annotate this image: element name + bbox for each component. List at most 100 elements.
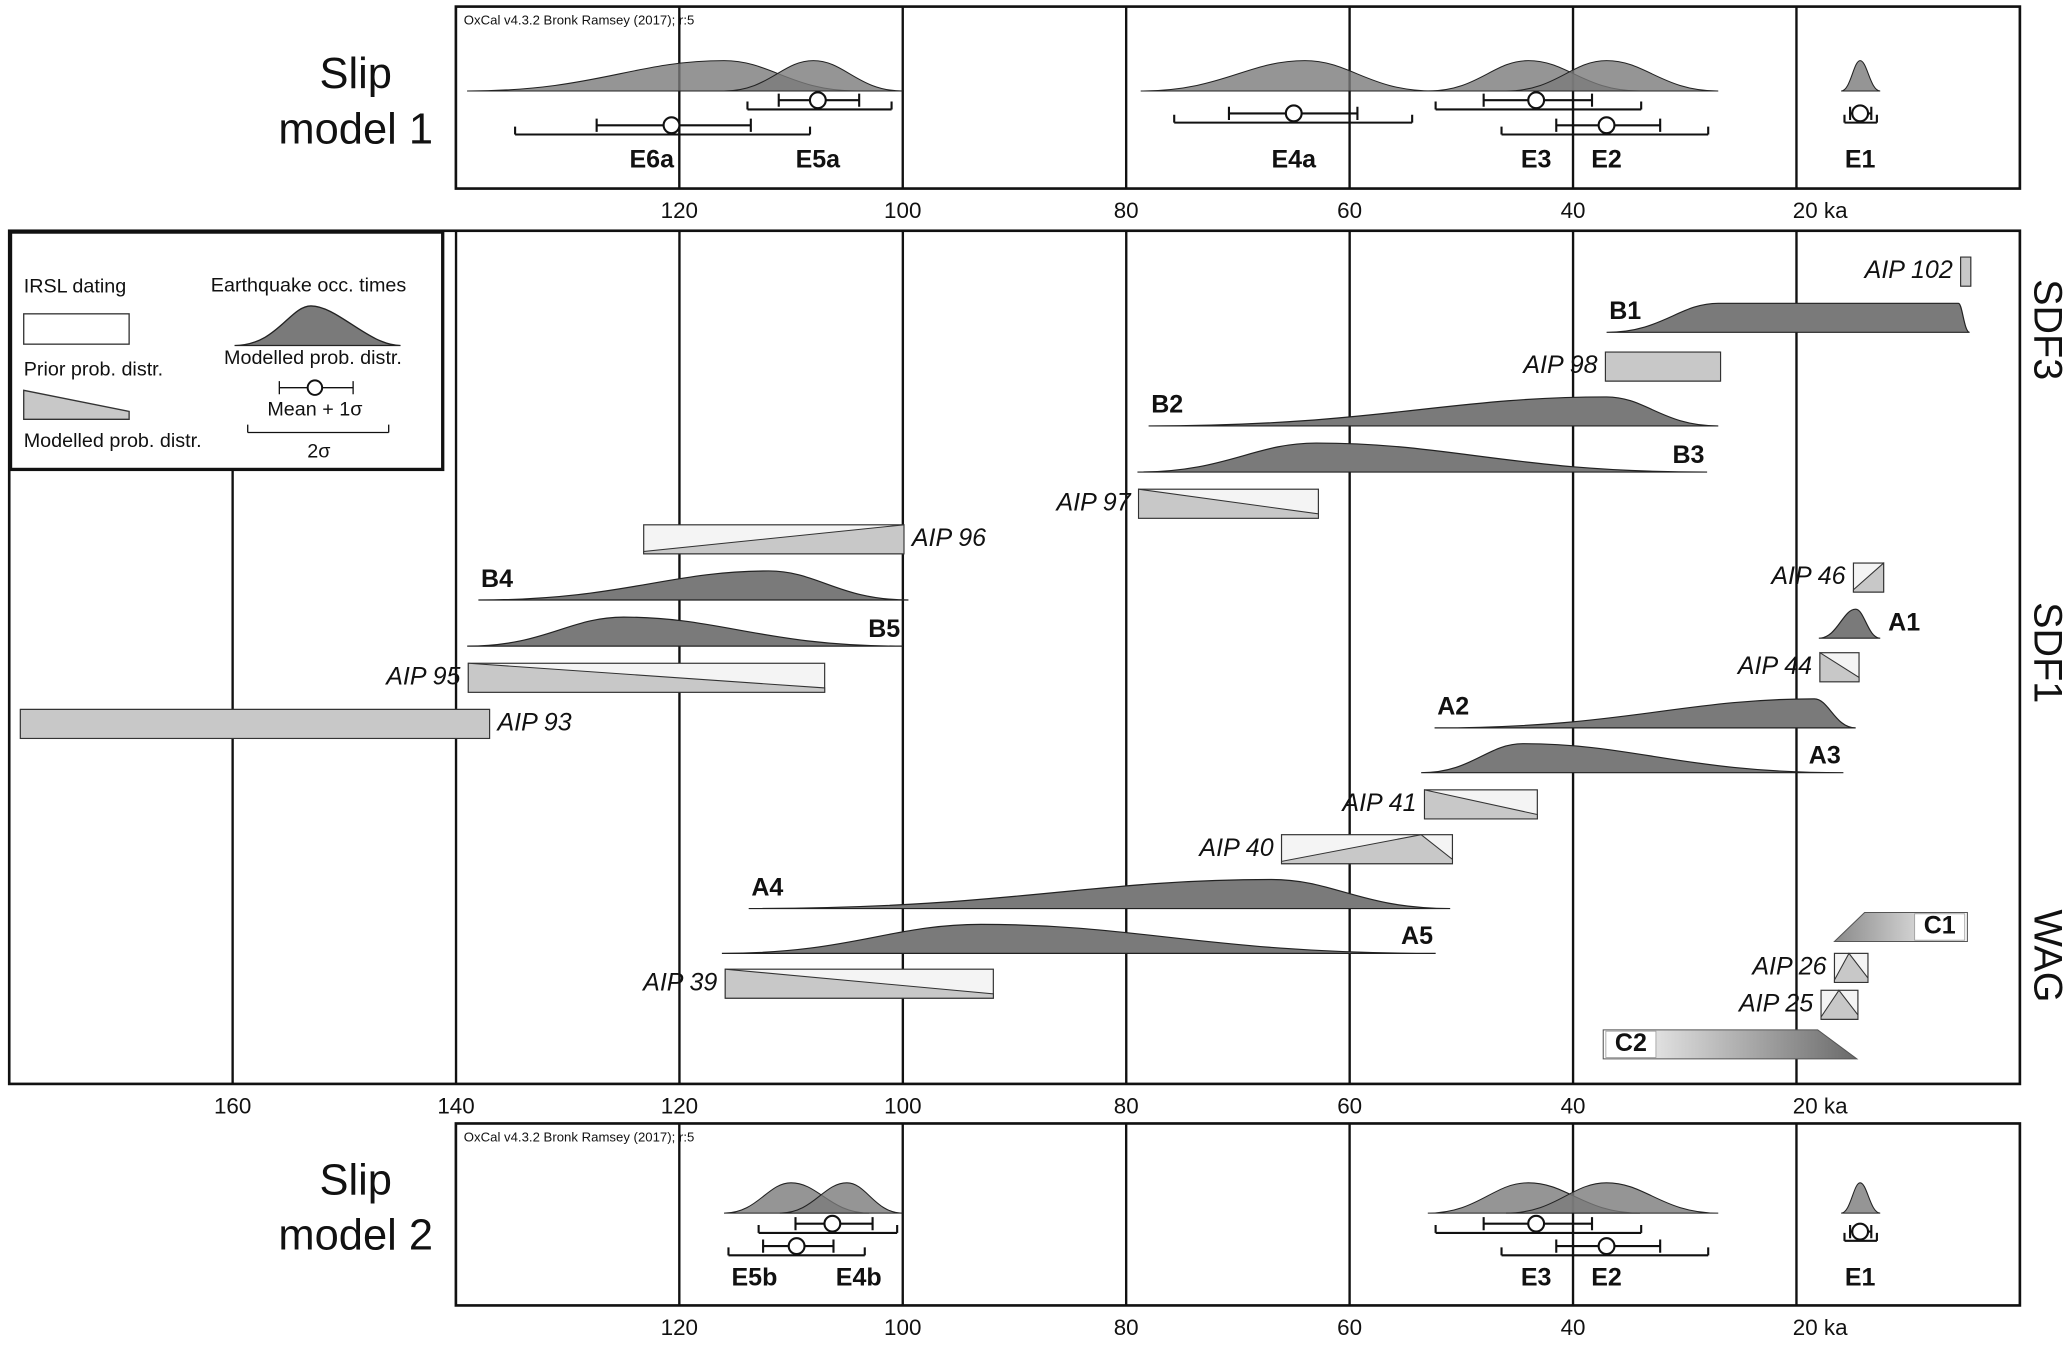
sample-label: AIP 41 (1340, 789, 1416, 817)
sample-label: AIP 46 (1769, 562, 1845, 590)
x-tick-label: 80 (1114, 198, 1139, 223)
phase-label: C1 (1924, 912, 1956, 940)
prior-distribution (1280, 834, 1453, 865)
event-label: E4b (836, 1264, 882, 1292)
prior-distribution (1423, 789, 1538, 820)
event-label: E5b (732, 1264, 778, 1292)
prior-distribution (1833, 952, 1869, 983)
sample-label: AIP 96 (910, 524, 986, 552)
sample-label: AIP 44 (1736, 652, 1812, 680)
x-tick-label: 40 (1561, 1315, 1586, 1340)
sample-label: AIP 97 (1054, 488, 1131, 516)
legend-text: Modelled prob. distr. (24, 430, 202, 452)
event-label: A5 (1401, 922, 1433, 950)
x-tick-label: 20 ka (1793, 198, 1848, 223)
label-box (1605, 1030, 1657, 1058)
sample-label: AIP 25 (1737, 989, 1813, 1017)
mean-marker (1527, 1214, 1546, 1233)
x-tick-label: 100 (884, 1094, 921, 1119)
prior-distribution (19, 708, 491, 739)
event-label: E2 (1591, 1264, 1622, 1292)
event-label: A1 (1888, 608, 1920, 636)
event-label: E5a (796, 145, 842, 173)
x-tick-label: 120 (661, 198, 698, 223)
prior-distribution (1819, 651, 1860, 683)
x-tick-label: 20 ka (1793, 1315, 1848, 1340)
phase-label: C2 (1615, 1029, 1647, 1057)
event-distribution (1140, 60, 1434, 92)
legend-text: Mean + 1σ (267, 398, 362, 420)
label-box (1914, 913, 1966, 941)
x-tick-label: 40 (1561, 198, 1586, 223)
event-label: E1 (1845, 1264, 1876, 1292)
sigma2-bar (757, 1225, 899, 1234)
sigma2-bar (514, 126, 812, 136)
panel-title: Slip (320, 50, 392, 98)
mean-marker (662, 116, 681, 135)
panel-frame (454, 1122, 2022, 1307)
sigma2-bar (1434, 1225, 1643, 1234)
sigma2-bar (1843, 1232, 1878, 1242)
sigma2-bar (1843, 114, 1878, 124)
event-distribution (1421, 743, 1844, 774)
prior-distribution (724, 968, 994, 999)
oxcal-note: OxCal v4.3.2 Bronk Ramsey (2017); r:5 (464, 1129, 695, 1144)
sigma2-bar (746, 101, 893, 111)
sigma2-bar (1500, 126, 1710, 136)
mean-marker (1851, 104, 1870, 123)
event-distribution (721, 923, 1436, 954)
legend-sigma2 (247, 424, 390, 434)
prior-distribution (643, 524, 905, 555)
x-tick-label: 60 (1337, 1315, 1362, 1340)
event-label: E1 (1845, 145, 1876, 173)
legend-box (8, 230, 445, 472)
sigma2-bar (1434, 101, 1643, 111)
x-tick-label: 80 (1114, 1094, 1139, 1119)
event-distribution (1506, 1182, 1719, 1214)
sigma2-bar (727, 1247, 866, 1257)
sample-label: AIP 93 (495, 709, 571, 737)
phase-distribution (1602, 1029, 1859, 1060)
event-distribution (1818, 608, 1881, 639)
mean-marker (1597, 1237, 1616, 1256)
event-distribution (1506, 60, 1719, 92)
event-distribution (724, 60, 903, 92)
panel-title: Slip (320, 1156, 392, 1204)
x-tick-label: 80 (1114, 1315, 1139, 1340)
panel-title: model 1 (278, 105, 433, 153)
x-tick-label: 120 (661, 1094, 698, 1119)
sample-label: AIP 39 (641, 968, 717, 996)
sample-label: AIP 102 (1863, 256, 1953, 284)
mean-marker (808, 91, 827, 110)
legend: IRSL dating Earthquake occ. times Prior … (8, 230, 445, 472)
mean-marker (1527, 91, 1546, 110)
event-label: B4 (481, 565, 513, 593)
prior-distribution (467, 662, 826, 693)
event-distribution (1840, 1182, 1881, 1214)
legend-text: 2σ (307, 441, 330, 463)
mean-marker (823, 1214, 842, 1233)
event-label: B3 (1672, 441, 1704, 469)
sigma2-bar (1173, 114, 1414, 124)
event-label: E3 (1521, 145, 1552, 173)
group-label: WAG (2025, 910, 2066, 1003)
panel-frame (454, 5, 2022, 190)
group-label: SDF1 (2025, 602, 2066, 703)
sample-label: AIP 95 (384, 662, 460, 690)
x-tick-label: 60 (1337, 1094, 1362, 1119)
prior-distribution (1138, 488, 1319, 519)
event-distribution (1434, 698, 1856, 729)
x-tick-label: 20 ka (1793, 1094, 1848, 1119)
event-distribution (1137, 442, 1708, 473)
event-distribution (748, 878, 1451, 910)
prior-distribution (1604, 351, 1722, 382)
event-label: A4 (751, 873, 783, 901)
legend-event-shape (234, 305, 401, 347)
x-tick-label: 40 (1561, 1094, 1586, 1119)
event-distribution (1840, 60, 1881, 92)
event-label: A2 (1437, 693, 1469, 721)
event-label: B2 (1151, 391, 1183, 419)
panel-title: model 2 (278, 1212, 433, 1260)
event-label: E2 (1591, 145, 1622, 173)
